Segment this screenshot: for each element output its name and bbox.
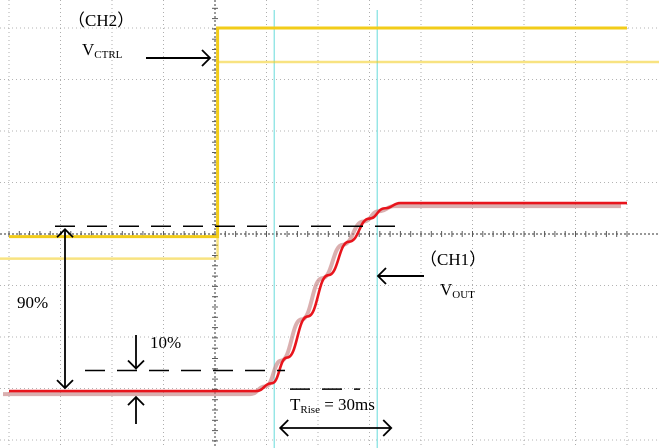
vout-label: VOUT — [440, 281, 475, 301]
percent-90-label: 90% — [17, 293, 49, 312]
arrow-90-head-up — [56, 228, 74, 238]
rise-time-subscript: Rise — [300, 404, 320, 416]
rise-time-value: = 30ms — [319, 395, 375, 414]
vctrl-symbol: V — [82, 40, 95, 59]
annotation-shapes — [55, 49, 424, 437]
ch2-ghost-trace — [0, 60, 659, 260]
ch2-trace — [9, 26, 627, 239]
traces — [0, 26, 659, 397]
rise-time-symbol: T — [290, 395, 301, 414]
arrow-90-head-down — [56, 379, 74, 390]
rise-time-arrow-right — [382, 419, 393, 437]
vctrl-label: VCTRL — [82, 41, 122, 61]
ch2-label: （CH2） — [68, 11, 135, 30]
cursor-lines — [273, 10, 378, 448]
vout-symbol: V — [440, 280, 453, 299]
vctrl-pointer-head — [201, 49, 212, 67]
vout-pointer-head — [376, 267, 387, 285]
arrow-10-top-head — [127, 359, 145, 370]
ch1-label: （CH1） — [420, 250, 487, 269]
rise-time-label: TRise = 30ms — [290, 396, 375, 416]
ch1-ghost-trace — [3, 204, 621, 397]
arrow-10-bottom-head — [127, 395, 145, 406]
vctrl-subscript: CTRL — [94, 49, 123, 61]
percent-10-label: 10% — [150, 333, 182, 352]
ch1-trace — [9, 201, 627, 393]
vout-subscript: OUT — [452, 289, 475, 301]
rise-time-arrow-left — [278, 419, 289, 437]
